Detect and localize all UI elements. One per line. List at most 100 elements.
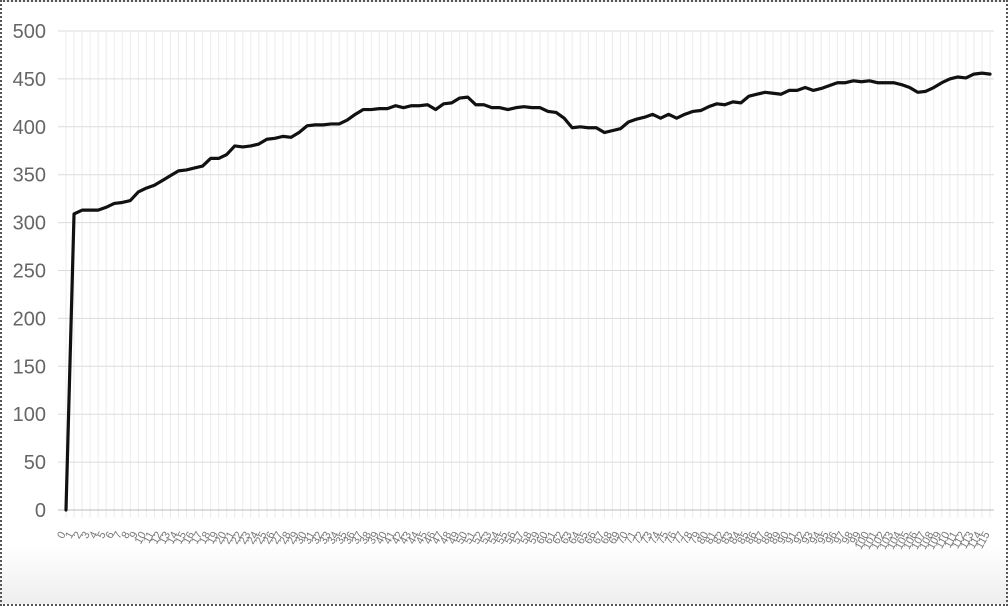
x-tick-label: 97 [832,530,848,546]
x-tick-label: 6 [103,530,116,541]
y-tick-label: 450 [13,69,46,91]
x-tick-label: 76 [663,530,679,546]
x-tick-label: 17 [189,530,205,546]
y-tick-label: 250 [13,261,46,283]
y-tick-label: 500 [13,21,46,43]
y-tick-label: 200 [13,308,46,330]
x-tick-label: 21 [221,530,237,546]
y-tick-label: 150 [13,356,46,378]
x-tick-label: 47 [430,530,446,546]
x-tick-label: 74 [647,530,663,546]
x-tick-label: 49 [446,530,462,546]
x-tick-label: 50 [454,530,470,546]
x-tick-label: 56 [502,530,518,546]
x-tick-label: 72 [631,530,647,546]
x-tick-label: 32 [309,530,325,546]
x-tick-label: 61 [542,530,558,546]
x-tick-label: 46 [422,530,438,546]
x-tick-label: 68 [599,530,615,546]
x-tick-label: 23 [237,530,253,546]
x-tick-label: 64 [567,530,583,546]
x-tick-label: 16 [181,530,197,546]
x-tick-label: 39 [366,530,382,546]
x-tick-label: 30 [293,530,309,546]
x-tick-label: 37 [350,530,366,546]
y-tick-label: 300 [13,213,46,235]
x-tick-label: 19 [205,530,221,546]
x-tick-label: 54 [486,530,502,546]
x-tick-label: 42 [390,530,406,546]
x-tick-label: 34 [325,530,341,546]
grid-lines [58,30,994,518]
x-tick-label: 69 [607,530,623,546]
x-tick-label: 79 [687,530,703,546]
x-tick-label: 89 [767,530,783,546]
x-tick-label: 41 [382,530,398,546]
x-tick-label: 15 [173,530,189,546]
x-tick-label: 27 [269,530,285,546]
x-tick-label: 57 [510,530,526,546]
x-tick-label: 93 [800,530,816,546]
x-tick-label: 24 [245,530,261,546]
y-tick-label: 0 [35,500,46,522]
x-tick-label: 8 [119,530,132,541]
y-tick-label: 100 [13,404,46,426]
series-line [64,71,992,512]
x-tick-label: 51 [462,530,478,546]
x-tick-label: 45 [414,530,430,546]
x-tick-label: 53 [478,530,494,546]
x-tick-label: 85 [735,530,751,546]
x-tick-label: 0 [55,530,68,541]
y-axis: 0 50 100 150 200 250 300 350 400 450 500 [13,21,46,522]
x-tick-label: 73 [639,530,655,546]
y-tick-label: 400 [13,117,46,139]
x-tick-label: 83 [719,530,735,546]
x-tick-label: 95 [816,530,832,546]
x-tick-label: 4 [87,530,100,541]
x-tick-label: 26 [261,530,277,546]
x-tick-label: 13 [157,530,173,546]
x-tick-label: 98 [840,530,856,546]
x-tick-label: 20 [213,530,229,546]
x-tick-label: 86 [743,530,759,546]
x-tick-label: 94 [808,530,824,546]
x-tick-label: 35 [334,530,350,546]
x-tick-label: 77 [671,530,687,546]
x-tick-label: 82 [711,530,727,546]
x-tick-label: 65 [575,530,591,546]
x-tick-label: 29 [285,530,301,546]
x-tick-label: 36 [342,530,358,546]
y-tick-label: 350 [13,165,46,187]
x-tick-label: 70 [615,530,631,546]
x-tick-label: 7 [111,530,124,541]
plot-area [64,71,992,512]
x-tick-label: 60 [534,530,550,546]
x-tick-label: 9 [127,530,140,541]
x-tick-label: 44 [406,530,422,546]
x-tick-label: 28 [277,530,293,546]
x-tick-label: 84 [727,530,743,546]
x-tick-label: 87 [751,530,767,546]
x-tick-label: 52 [470,530,486,546]
x-axis: 0123456789101112131415161718192021222324… [55,509,994,552]
y-tick-label: 50 [24,452,46,474]
x-tick-label: 90 [775,530,791,546]
x-tick-label: 59 [526,530,542,546]
x-tick-label: 33 [317,530,333,546]
x-tick-label: 81 [703,530,719,546]
x-tick-label: 38 [358,530,374,546]
x-tick-label: 96 [824,530,840,546]
x-tick-label: 48 [438,530,454,546]
x-tick-label: 31 [301,530,317,546]
x-tick-label: 58 [518,530,534,546]
x-tick-label: 11 [141,530,157,546]
x-tick-label: 18 [197,530,213,546]
x-tick-label: 99 [848,530,864,546]
x-tick-label: 12 [149,530,165,546]
x-tick-label: 66 [583,530,599,546]
x-tick-label: 40 [374,530,390,546]
x-tick-label: 62 [550,530,566,546]
x-tick-label: 75 [655,530,671,546]
